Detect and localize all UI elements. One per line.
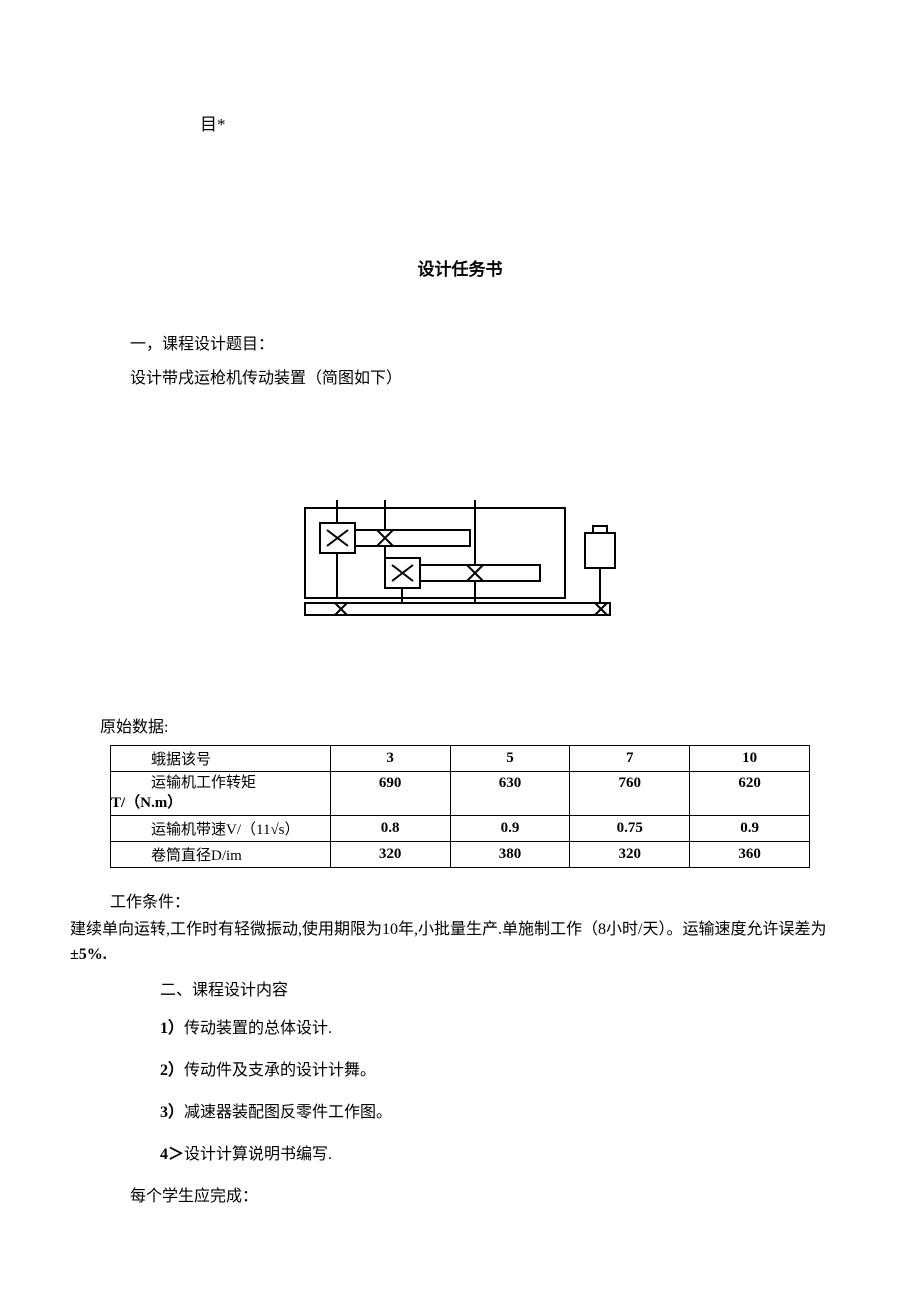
row-label: 运输机工作转矩 T/（N.m）: [111, 772, 331, 816]
list-item: 1）传动装置的总体设计.: [160, 1014, 850, 1038]
table-row: 运输机工作转矩 T/（N.m） 690 630 760 620: [111, 772, 810, 816]
list-item: 3）减速器装配图反零件工作图。: [160, 1098, 850, 1122]
cell: 0.8: [330, 816, 450, 842]
list-item: 4＞设计计算说明书编写.: [160, 1140, 850, 1164]
toc-marker: 目*: [200, 110, 850, 135]
table-row: 运输机带速V/（11√s） 0.8 0.9 0.75 0.9: [111, 816, 810, 842]
item-number: 1）: [160, 1020, 184, 1037]
cell: 620: [690, 772, 810, 816]
transmission-diagram: [70, 498, 850, 633]
item-text: 减速器装配图反零件工作图。: [184, 1104, 392, 1121]
item-number: 4＞: [160, 1146, 184, 1163]
cell: 5: [450, 746, 570, 772]
torque-label: 运输机工作转矩: [111, 775, 256, 791]
cell: 380: [450, 842, 570, 868]
cell: 360: [690, 842, 810, 868]
torque-unit: T/（N.m）: [111, 794, 322, 814]
cell: 760: [570, 772, 690, 816]
cell: 630: [450, 772, 570, 816]
document-page: 目* 设计任务书 一，课程设计题目： 设计带戌运枪机传动装置（简图如下）: [0, 0, 920, 1246]
gear-diagram-icon: [295, 498, 625, 628]
error-tolerance: ±5%.: [70, 946, 850, 964]
cell: 690: [330, 772, 450, 816]
cell: 10: [690, 746, 810, 772]
item-text: 传动装置的总体设计.: [184, 1020, 332, 1037]
student-requirement: 每个学生应完成：: [130, 1182, 850, 1206]
table-row: 卷筒直径D/im 320 380 320 360: [111, 842, 810, 868]
section-1-description: 设计带戌运枪机传动装置（简图如下）: [130, 364, 850, 388]
item-number: 3）: [160, 1104, 184, 1121]
conditions-text: 建续单向运转,工作时有轻微振动,使用期限为10年,小批量生产.单施制工作（8小时…: [70, 918, 850, 942]
row-label: 运输机带速V/（11√s）: [111, 816, 331, 842]
cell: 0.9: [690, 816, 810, 842]
document-title: 设计任务书: [70, 255, 850, 280]
cell: 320: [330, 842, 450, 868]
table-row: 蛾据该号 3 5 7 10: [111, 746, 810, 772]
conditions-label: 工作条件：: [110, 888, 850, 912]
cell: 0.75: [570, 816, 690, 842]
raw-data-label: 原始数据:: [100, 713, 850, 737]
list-item: 2）传动件及支承的设计计舞。: [160, 1056, 850, 1080]
item-number: 2）: [160, 1062, 184, 1079]
section-1-heading: 一，课程设计题目：: [130, 330, 850, 354]
item-text: 设计计算说明书编写.: [184, 1146, 332, 1163]
section-2-heading: 二、课程设计内容: [160, 976, 850, 1000]
cell: 320: [570, 842, 690, 868]
cell: 0.9: [450, 816, 570, 842]
cell: 7: [570, 746, 690, 772]
parameters-table: 蛾据该号 3 5 7 10 运输机工作转矩 T/（N.m） 690 630 76…: [110, 745, 810, 868]
row-label: 蛾据该号: [111, 746, 331, 772]
item-text: 传动件及支承的设计计舞。: [184, 1062, 376, 1079]
row-label: 卷筒直径D/im: [111, 842, 331, 868]
cell: 3: [330, 746, 450, 772]
